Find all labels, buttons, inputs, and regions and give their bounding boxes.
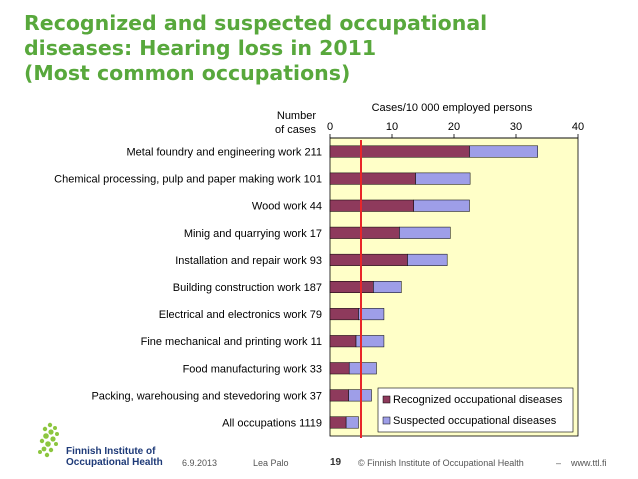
bar-recognized [329, 145, 470, 158]
x-tick-label: 10 [386, 121, 398, 133]
bar-suspected [469, 145, 538, 158]
logo-dot [42, 426, 48, 432]
logo-dot [38, 450, 42, 454]
title-line-1: Recognized and suspected occupational [24, 11, 488, 35]
x-axis-ticks: 0 10 20 30 40 [327, 121, 584, 138]
bar-suspected [407, 253, 448, 266]
footer-copyright: © Finnish Institute of Occupational Heal… [358, 458, 524, 468]
footer-page-number: 19 [330, 457, 342, 468]
category-label: Installation and repair work 93 [175, 255, 322, 267]
legend: Recognized occupational diseases Suspect… [377, 387, 574, 433]
logo-dot [55, 432, 59, 436]
category-label: Fine mechanical and printing work 11 [141, 336, 322, 348]
category-label: Food manufacturing work 33 [183, 363, 322, 375]
logo-dot [47, 422, 53, 428]
x-axis-label: Cases/10 000 employed persons [372, 102, 533, 114]
bar-recognized [329, 362, 350, 375]
legend-swatch-suspected [382, 416, 391, 425]
footer: 6.9.2013 Lea Palo 19 © Finnish Institute… [0, 452, 638, 479]
x-tick-label: 30 [510, 121, 522, 133]
logo-dot [39, 438, 45, 444]
bar-recognized [329, 172, 416, 185]
logo-dot [43, 433, 49, 439]
legend-label-suspected: Suspected occupational diseases [393, 415, 557, 427]
bar-recognized [329, 199, 414, 212]
footer-author: Lea Palo [253, 458, 289, 468]
logo-name-line-2: Occupational Health [66, 457, 163, 468]
x-tick-label: 0 [327, 121, 333, 133]
bar-recognized [329, 226, 400, 239]
bar-suspected [348, 362, 377, 375]
bar-suspected [415, 172, 471, 185]
y-axis-label-line-2: of cases [275, 124, 316, 136]
category-labels: Metal foundry and engineering work 211 Ch… [54, 147, 322, 430]
bar-recognized [329, 281, 374, 293]
logo-dot [53, 426, 57, 430]
bars [329, 145, 538, 429]
legend-box [377, 387, 574, 433]
footer-date: 6.9.2013 [182, 458, 218, 468]
logo-dot [48, 447, 54, 453]
category-label: Wood work 44 [252, 201, 322, 213]
bar-recognized [329, 253, 408, 266]
bar-suspected [413, 199, 470, 212]
bar-suspected [358, 308, 385, 321]
bar-suspected [355, 335, 385, 348]
x-tick-label: 20 [448, 121, 460, 133]
bar-suspected [345, 416, 359, 429]
logo-dot [50, 436, 56, 442]
y-axis-label-line-1: Number [277, 110, 316, 122]
title-line-2: diseases: Hearing loss in 2011 [24, 36, 377, 60]
category-label: Chemical processing, pulp and paper maki… [54, 174, 322, 186]
title-line-3: (Most common occupations) [24, 61, 351, 85]
footer-url[interactable]: www.ttl.fi [571, 458, 607, 468]
footer-separator: – [556, 458, 562, 468]
legend-swatch-recognized [382, 395, 391, 404]
category-label: Metal foundry and engineering work 211 [127, 147, 322, 159]
category-label: All occupations 1119 [222, 417, 322, 429]
bar-recognized [329, 335, 357, 348]
bar-suspected [399, 226, 451, 239]
logo-dot [41, 446, 47, 452]
ttl-logo-mark-icon [38, 422, 59, 458]
slide-title: Recognized and suspected occupational di… [24, 11, 624, 86]
category-label: Building construction work 187 [173, 282, 322, 294]
logo-dot [48, 429, 54, 435]
logo-dot [44, 452, 50, 458]
bar-suspected [373, 281, 402, 293]
bar-recognized [329, 389, 349, 402]
x-tick-label: 40 [572, 121, 584, 133]
bar-chart: 0 10 20 30 40 Metal foundry and engineering … [54, 102, 584, 438]
bar-recognized [329, 416, 347, 429]
logo: Finnish Institute of Occupational Health [34, 420, 174, 476]
category-label: Minig and quarrying work 17 [184, 228, 322, 240]
logo-dot [45, 441, 51, 447]
legend-label-recognized: Recognized occupational diseases [393, 394, 563, 406]
category-label: Electrical and electronics work 79 [159, 309, 322, 321]
logo-name-line-1: Finnish Institute of [66, 446, 156, 457]
category-label: Packing, warehousing and stevedoring wor… [91, 390, 322, 402]
logo-dot [54, 442, 58, 446]
bar-recognized [329, 308, 359, 321]
